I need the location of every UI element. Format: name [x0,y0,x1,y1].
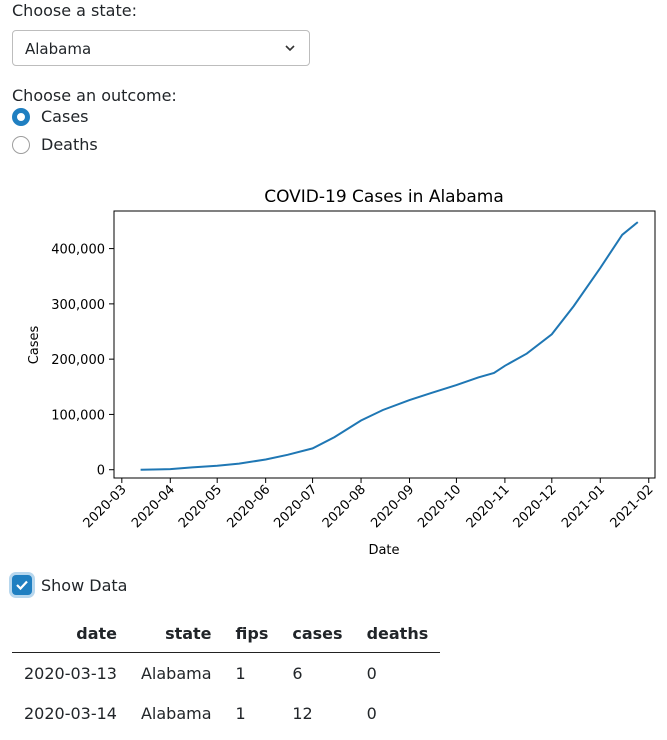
y-axis: 0 100,000 200,000 300,000 400,000 [51,243,114,479]
state-select-value: Alabama [25,40,92,58]
x-axis-label: Date [368,543,399,558]
x-tick-label: 2020-07 [271,482,320,531]
data-table: date state fips cases deaths 2020-03-13 … [12,614,441,733]
x-tick-label: 2021-02 [608,482,657,531]
state-select-label: Choose a state: [12,1,137,20]
column-header-cases: cases [280,614,355,653]
cell-date: 2020-03-14 [24,703,117,723]
cell-date: 2020-03-13 [24,663,117,683]
y-tick-label: 400,000 [51,243,105,258]
y-tick-label: 300,000 [51,298,105,313]
y-tick-label: 0 [97,464,105,479]
x-tick-label: 2020-04 [129,482,178,531]
x-tick-label: 2020-06 [224,482,273,531]
column-header-fips: fips [223,614,281,653]
x-tick-label: 2020-12 [511,482,560,531]
cell-deaths: 0 [366,663,377,683]
table-header-row: date state fips cases deaths [12,614,441,653]
cell-fips: 1 [235,703,246,723]
cell-fips: 1 [235,663,246,683]
x-tick-label: 2021-01 [559,482,608,531]
state-select[interactable]: Alabama [12,30,310,66]
cell-cases: 12 [292,703,313,723]
x-tick-label: 2020-08 [320,482,369,531]
y-tick-label: 100,000 [51,408,105,423]
plot-area [113,210,656,479]
column-header-deaths: deaths [354,614,441,653]
cell-cases: 6 [292,663,303,683]
cases-line-chart: COVID-19 Cases in Alabama 0 100,000 200,00… [27,187,657,558]
radio-button-cases[interactable] [12,108,30,126]
y-tick-label: 200,000 [51,353,105,368]
column-header-date: date [12,614,129,653]
x-tick-label: 2020-05 [176,482,225,531]
cell-deaths: 0 [366,703,377,723]
x-tick-label: 2020-11 [464,482,513,531]
radio-label-cases: Cases [41,107,89,126]
chevron-down-icon [285,45,295,52]
x-tick-label: 2020-10 [415,482,464,531]
column-header-state: state [128,614,224,653]
radio-label-deaths: Deaths [41,135,98,154]
series-line [140,221,639,471]
cell-state: Alabama [140,703,212,723]
y-axis-label: Cases [27,325,42,364]
outcome-label: Choose an outcome: [12,86,177,105]
check-icon [16,580,28,591]
radio-button-deaths[interactable] [12,136,30,154]
chart-title: COVID-19 Cases in Alabama [264,187,504,207]
show-data-checkbox[interactable] [12,575,32,595]
show-data-label: Show Data [41,576,128,595]
table-row: 2020-03-14 Alabama 1 12 0 [12,693,440,733]
x-tick-label: 2020-09 [368,482,417,531]
cell-state: Alabama [140,663,212,683]
table-row: 2020-03-13 Alabama 1 6 0 [12,653,440,694]
x-tick-label: 2020-03 [81,482,130,531]
